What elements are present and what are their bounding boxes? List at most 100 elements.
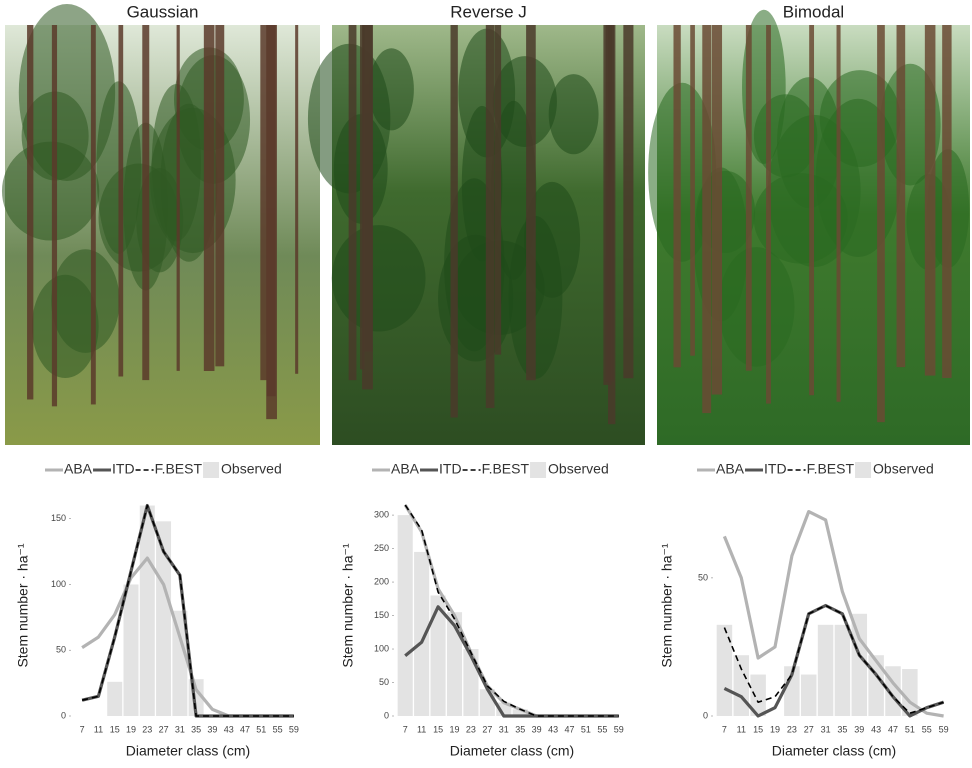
trunk xyxy=(176,25,180,371)
x-tick-label: 19 xyxy=(770,724,780,734)
x-tick-label: 59 xyxy=(939,724,949,734)
y-tick-label: 50 xyxy=(56,645,66,655)
trunk xyxy=(203,25,215,371)
legend-swatch xyxy=(530,462,547,478)
trunk xyxy=(809,25,815,396)
x-tick-label: 27 xyxy=(482,724,492,734)
foliage xyxy=(331,225,426,332)
x-tick-label: 47 xyxy=(564,724,574,734)
legend-label: ITD xyxy=(439,461,462,477)
chart-title: Bimodal xyxy=(783,2,844,21)
x-axis-label: Diameter class (cm) xyxy=(772,743,896,759)
trunk xyxy=(608,25,616,425)
x-tick-label: 7 xyxy=(403,724,408,734)
trunk xyxy=(702,25,712,414)
foliage xyxy=(51,249,120,353)
trunk xyxy=(877,25,885,423)
bar xyxy=(868,655,884,716)
legend-label: F.BEST xyxy=(482,461,530,477)
foliage xyxy=(492,56,557,148)
trunk xyxy=(836,25,841,402)
trunk xyxy=(711,25,723,395)
bar xyxy=(800,674,817,716)
x-tick-label: 35 xyxy=(837,724,847,734)
x-tick-label: 19 xyxy=(449,724,459,734)
trunk xyxy=(348,25,357,381)
y-tick-label: 150 xyxy=(374,610,389,620)
bar xyxy=(123,584,139,716)
bar xyxy=(430,595,446,716)
trunk xyxy=(260,25,267,381)
series-line xyxy=(723,603,945,718)
trunk xyxy=(90,25,96,405)
bar xyxy=(716,624,733,716)
trunk xyxy=(526,25,536,381)
y-tick-label: 100 xyxy=(51,579,66,589)
x-tick-label: 15 xyxy=(433,724,443,734)
trunk xyxy=(766,25,771,404)
bar xyxy=(172,610,188,716)
x-tick-label: 55 xyxy=(597,724,607,734)
x-tick-label: 7 xyxy=(722,724,727,734)
x-tick-label: 55 xyxy=(922,724,932,734)
bar xyxy=(851,613,868,716)
x-tick-label: 43 xyxy=(224,724,234,734)
trunk xyxy=(896,25,906,368)
legend-label: Observed xyxy=(548,461,609,477)
y-tick-label: 300 xyxy=(374,509,389,519)
legend-label: ABA xyxy=(716,461,745,477)
bar xyxy=(817,624,834,716)
legend-label: ABA xyxy=(64,461,93,477)
legend-label: ITD xyxy=(764,461,787,477)
x-tick-label: 19 xyxy=(126,724,136,734)
trunk xyxy=(450,25,458,418)
bar xyxy=(750,674,766,716)
trunk xyxy=(494,25,502,355)
legend-label: F.BEST xyxy=(155,461,203,477)
y-axis-label: Stem number · ha⁻¹ xyxy=(340,543,356,667)
trunk xyxy=(745,25,752,371)
trunk xyxy=(623,25,634,379)
trunk xyxy=(924,25,936,376)
x-tick-label: 31 xyxy=(175,724,185,734)
x-tick-label: 7 xyxy=(80,724,85,734)
y-tick-label: 50 xyxy=(698,572,708,582)
x-tick-label: 51 xyxy=(581,724,591,734)
bar xyxy=(834,624,851,716)
x-axis-label: Diameter class (cm) xyxy=(450,743,574,759)
y-tick-label: 0 xyxy=(61,710,66,720)
y-tick-label: 0 xyxy=(384,710,389,720)
x-tick-label: 43 xyxy=(871,724,881,734)
x-tick-label: 47 xyxy=(240,724,250,734)
legend-label: Observed xyxy=(221,461,282,477)
x-axis-label: Diameter class (cm) xyxy=(126,743,250,759)
foliage xyxy=(524,181,581,298)
chart-title: Reverse J xyxy=(450,2,527,21)
x-tick-label: 11 xyxy=(94,724,103,734)
legend-label: F.BEST xyxy=(807,461,855,477)
x-tick-label: 35 xyxy=(191,724,201,734)
y-tick-label: 150 xyxy=(51,513,66,523)
bar xyxy=(107,681,123,716)
bar xyxy=(156,521,172,716)
x-tick-label: 15 xyxy=(110,724,120,734)
x-tick-label: 31 xyxy=(821,724,831,734)
x-tick-label: 27 xyxy=(159,724,169,734)
foliage xyxy=(368,48,414,131)
y-axis-label: Stem number · ha⁻¹ xyxy=(15,543,31,667)
y-axis-label: Stem number · ha⁻¹ xyxy=(659,543,675,667)
x-tick-label: 55 xyxy=(273,724,283,734)
trunk xyxy=(942,25,952,378)
x-tick-label: 39 xyxy=(854,724,864,734)
legend-swatch xyxy=(203,462,220,478)
series-line xyxy=(81,504,294,717)
y-tick-label: 50 xyxy=(379,677,389,687)
x-tick-label: 59 xyxy=(614,724,624,734)
series-line xyxy=(404,504,619,717)
trunk xyxy=(362,25,373,390)
y-tick-label: 100 xyxy=(374,643,389,653)
trunk xyxy=(266,25,276,397)
trunk xyxy=(295,25,299,374)
series-line xyxy=(723,604,944,714)
